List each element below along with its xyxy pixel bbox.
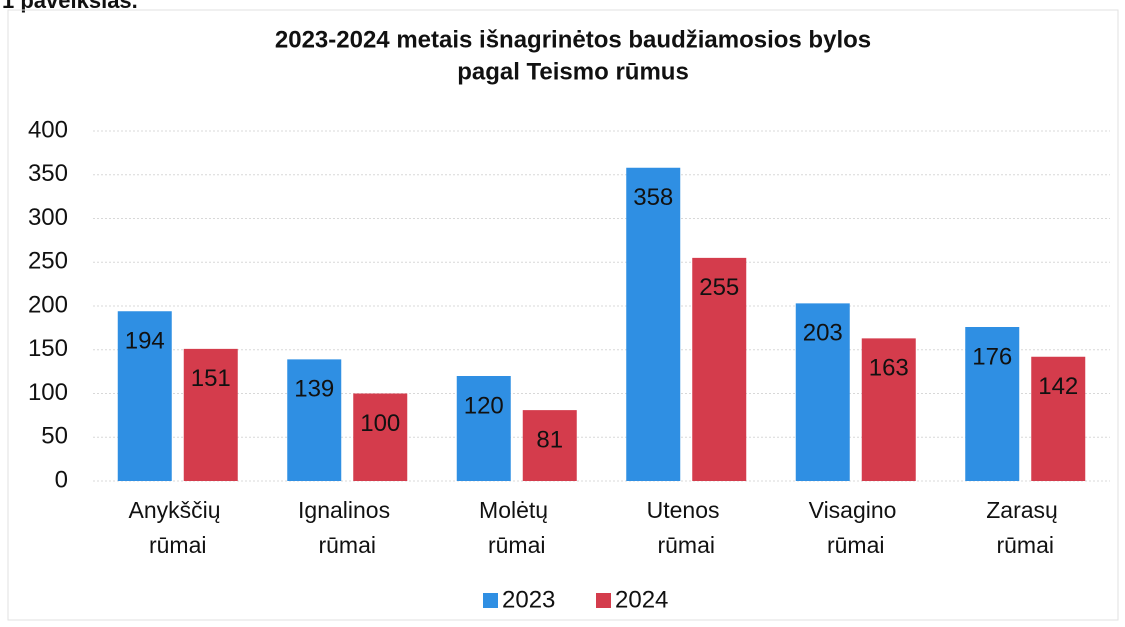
bar: [117, 311, 172, 481]
data-label: 255: [699, 274, 739, 301]
y-tick-label: 100: [28, 379, 68, 406]
legend-swatch: [596, 593, 611, 608]
chart-frame: [7, 9, 1119, 621]
bar: [183, 348, 238, 481]
x-tick-label: Ignalinos rūmai: [298, 497, 396, 558]
y-tick-label: 200: [28, 291, 68, 318]
bar: [795, 303, 850, 481]
data-label: 176: [972, 343, 1012, 370]
chart-title: 2023-2024 metais išnagrinėtos baudžiamos…: [275, 26, 871, 53]
data-label: 194: [125, 328, 165, 355]
data-label: 151: [191, 365, 231, 392]
data-label: 100: [360, 410, 400, 437]
bar: [626, 167, 681, 481]
legend-swatch: [483, 593, 498, 608]
data-label: 81: [536, 426, 563, 453]
y-tick-label: 400: [28, 116, 68, 143]
y-tick-label: 50: [41, 423, 68, 450]
legend-label: 2023: [502, 586, 555, 613]
x-tick-label: Utenos rūmai: [647, 497, 726, 558]
bar: [692, 257, 747, 481]
y-tick-label: 150: [28, 335, 68, 362]
data-label: 120: [464, 392, 504, 419]
chart-title: pagal Teismo rūmus: [457, 58, 689, 85]
bar: [353, 393, 408, 481]
bar: [965, 327, 1020, 481]
bar: [861, 338, 916, 481]
x-tick-label: Anykščių rūmai: [129, 497, 227, 558]
x-tick-label: Visagino rūmai: [809, 497, 903, 558]
bar: [456, 376, 511, 481]
legend-label: 2024: [615, 586, 668, 613]
bar: [522, 410, 577, 481]
bar: [287, 359, 342, 481]
data-label: 142: [1038, 373, 1078, 400]
x-tick-label: Molėtų rūmai: [479, 497, 554, 558]
caption: 1 paveikslas.: [2, 0, 138, 13]
x-tick-label: Zarasų rūmai: [986, 497, 1064, 558]
data-label: 139: [294, 376, 334, 403]
y-tick-label: 350: [28, 160, 68, 187]
data-label: 163: [869, 355, 909, 382]
y-tick-label: 250: [28, 248, 68, 275]
data-label: 358: [633, 184, 673, 211]
y-tick-label: 300: [28, 204, 68, 231]
y-tick-label: 0: [55, 466, 68, 493]
bar: [1031, 356, 1086, 481]
data-label: 203: [803, 320, 843, 347]
